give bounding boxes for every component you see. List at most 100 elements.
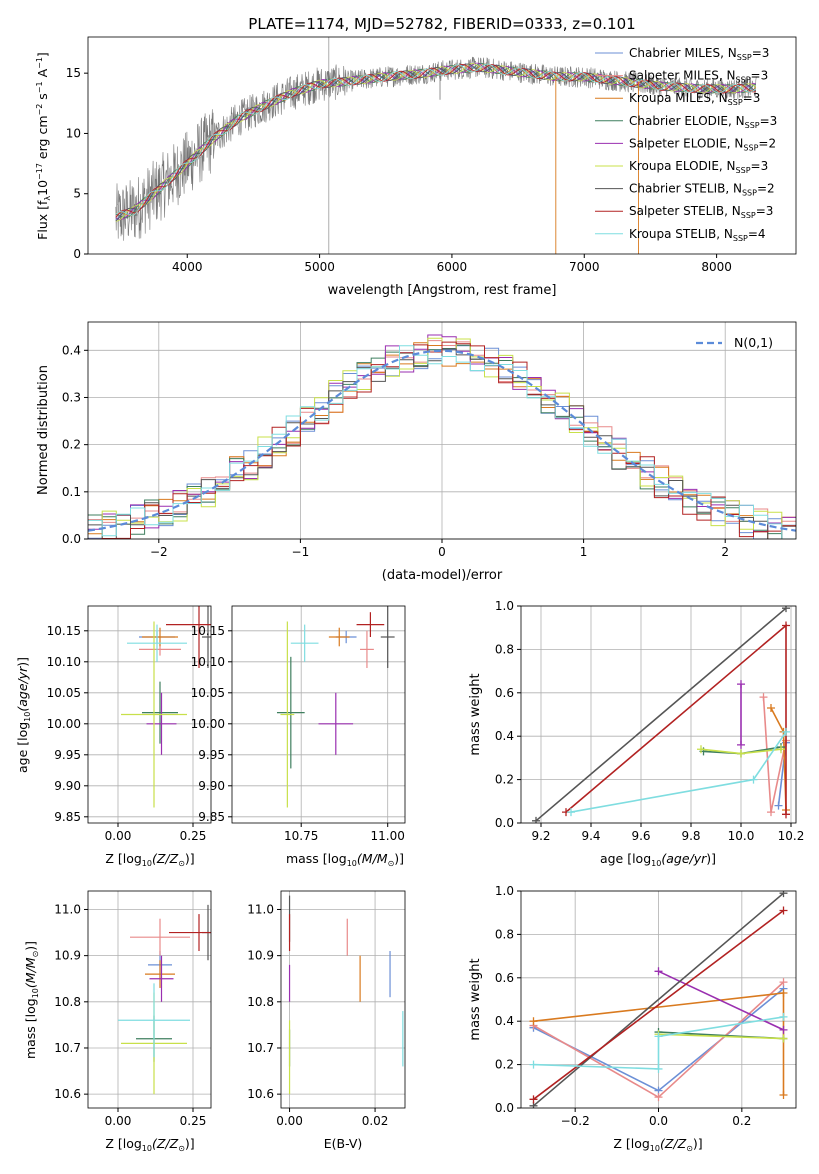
weight-marker xyxy=(532,816,540,823)
y-tick-label: 0.0 xyxy=(495,816,514,830)
axis-label: mass [log10(M/M⊙)] xyxy=(23,941,40,1059)
weight-marker xyxy=(782,727,790,736)
y-tick-label: 15 xyxy=(66,66,81,80)
y-tick-label: 0.4 xyxy=(62,343,81,357)
y-tick-label: 9.90 xyxy=(198,779,225,793)
error-point-1 xyxy=(360,630,374,668)
error-point-8 xyxy=(127,624,187,662)
plot-area xyxy=(276,606,395,808)
x-tick-label: 1 xyxy=(580,545,588,559)
y-tick-label: 10.00 xyxy=(191,717,225,731)
model-spectrum-8 xyxy=(115,63,757,216)
y-tick-label: 10.7 xyxy=(247,1041,274,1055)
error-point-7 xyxy=(166,606,211,668)
error-point-6 xyxy=(380,606,395,668)
x-tick-label: 4000 xyxy=(172,260,203,274)
plot-area xyxy=(288,895,404,1095)
y-tick-label: 9.95 xyxy=(198,748,225,762)
error-point-7 xyxy=(169,914,211,952)
legend-entry: Chabrier ELODIE, NSSP=3 xyxy=(629,114,777,130)
plot-area xyxy=(118,904,211,1095)
legend-entry: Kroupa STELIB, NSSP=4 xyxy=(629,227,766,243)
weight-marker xyxy=(779,978,788,987)
y-tick-label: 10.7 xyxy=(54,1041,81,1055)
weight-marker xyxy=(749,775,758,784)
panel-residuals: −2 −1 0 1 2 0.0 0.1 0.2 0.3 0.4 N(0,1) (data-model)… xyxy=(36,321,797,583)
x-tick-label: 7000 xyxy=(569,260,600,274)
histogram-6 xyxy=(88,348,796,539)
weight-marker xyxy=(767,703,775,712)
y-tick-label: 10.10 xyxy=(47,655,81,669)
y-tick-label: 0.0 xyxy=(495,1101,514,1115)
x-tick-label: 10.0 xyxy=(728,829,755,843)
plot-area xyxy=(529,891,788,1108)
y-axis-label: Flux [fλ10−17 erg cm−2 s−1 A−1] xyxy=(35,52,52,240)
weight-line-6 xyxy=(532,892,785,1107)
x-tick-label: −0.2 xyxy=(561,1114,590,1128)
data-spectrum xyxy=(115,56,757,241)
normal-curve xyxy=(88,349,796,532)
x-tick-label: −1 xyxy=(292,545,310,559)
axis-label: Z [log10(Z/Z⊙)] xyxy=(105,1136,194,1153)
x-tick-label: 0.00 xyxy=(105,1114,132,1128)
x-tick-label: 0.0 xyxy=(649,1114,668,1128)
y-tick-label: 0.4 xyxy=(495,1014,514,1028)
weight-marker xyxy=(654,1093,663,1102)
weight-marker xyxy=(779,988,788,997)
plot-area xyxy=(88,334,796,539)
weight-marker xyxy=(529,1060,538,1069)
histogram-7 xyxy=(88,341,796,539)
y-tick-label: 9.95 xyxy=(54,748,81,762)
y-tick-label: 9.85 xyxy=(54,810,81,824)
axis-label: age [log10(age/yr)] xyxy=(15,657,32,773)
y-tick-label: 0.0 xyxy=(62,532,81,546)
error-point-4 xyxy=(149,955,174,1002)
y-tick-label: 10.9 xyxy=(247,949,274,963)
x-tick-label: 8000 xyxy=(701,260,732,274)
y-tick-label: 0.2 xyxy=(62,438,81,452)
x-axis-label: (data-model)/error xyxy=(382,568,503,583)
x-tick-label: 0.25 xyxy=(180,829,207,843)
y-tick-label: 0 xyxy=(73,247,81,261)
error-point-5 xyxy=(280,621,295,808)
axes-frame xyxy=(87,605,212,824)
weight-marker xyxy=(737,740,745,749)
y-axis-label: mass weight xyxy=(468,673,483,755)
y-tick-label: 0.4 xyxy=(495,729,514,743)
y-tick-label: 11.0 xyxy=(247,902,274,916)
y-tick-label: 0.3 xyxy=(62,390,81,404)
error-point-5 xyxy=(121,621,187,808)
axes-frame xyxy=(231,605,406,824)
histogram-8 xyxy=(88,345,796,539)
panel-weight-vs-Z: −0.2 0.0 0.2 0.0 0.2 0.4 0.6 0.8 1.0 mass weight Z… xyxy=(468,884,797,1153)
weight-marker xyxy=(654,1064,663,1073)
error-point-6 xyxy=(202,606,211,668)
plot-area xyxy=(115,37,757,254)
error-point-8 xyxy=(290,624,319,662)
x-tick-label: 0.00 xyxy=(105,829,132,843)
x-tick-label: 0.02 xyxy=(362,1114,389,1128)
y-tick-label: 0.8 xyxy=(495,927,514,941)
y-tick-label: 0.6 xyxy=(495,686,514,700)
axis-label: Z [log10(Z/Z⊙)] xyxy=(105,851,194,868)
x-tick-label: 9.4 xyxy=(581,829,600,843)
y-tick-label: 0.2 xyxy=(495,773,514,787)
y-tick-label: 10 xyxy=(66,126,81,140)
y-tick-label: 1.0 xyxy=(495,884,514,898)
panel-mass-vs-ebv: 0.00 0.02 10.6 10.7 10.8 10.9 11.0 E(B-V) xyxy=(247,890,406,1151)
x-tick-label: 5000 xyxy=(304,260,335,274)
y-tick-label: 0.6 xyxy=(495,971,514,985)
weight-marker xyxy=(654,967,663,976)
gridlines xyxy=(88,891,211,1108)
weight-marker xyxy=(777,745,785,754)
y-tick-label: 10.6 xyxy=(247,1087,274,1101)
x-axis-label: E(B-V) xyxy=(324,1136,363,1151)
error-point-2 xyxy=(328,627,350,647)
weight-marker xyxy=(737,680,745,689)
y-tick-label: 9.90 xyxy=(54,779,81,793)
y-tick-label: 10.05 xyxy=(47,686,81,700)
error-point-2 xyxy=(145,960,175,988)
x-tick-label: −2 xyxy=(150,545,168,559)
legend-entry: Salpeter MILES, NSSP=3 xyxy=(629,69,768,85)
